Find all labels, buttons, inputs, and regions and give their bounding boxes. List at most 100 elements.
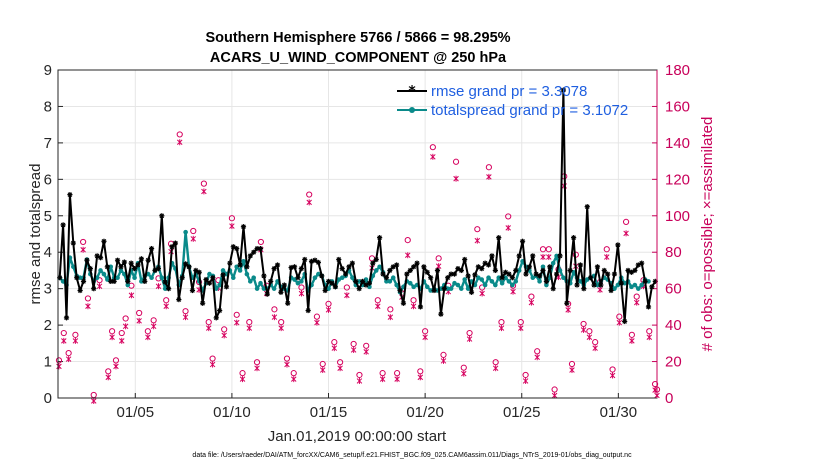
rmse-point-stroke	[118, 264, 124, 270]
obs-assimilated-marker	[176, 139, 183, 146]
totalspread-point	[162, 286, 168, 291]
rmse-point	[458, 267, 464, 274]
obs-assimilated-marker	[466, 336, 473, 343]
rmse-point-stroke	[278, 289, 284, 295]
rmse-point	[104, 264, 110, 270]
rmse-point	[472, 272, 478, 278]
totalspread-point	[258, 280, 263, 286]
obs-assimilated-marker	[190, 235, 197, 242]
totalspread-point	[237, 268, 243, 273]
obs-possible-marker	[257, 238, 264, 246]
legend-rmse-label: rmse grand pr = 3.3078	[431, 83, 587, 100]
totalspread-point	[220, 268, 226, 273]
rmse-point	[244, 264, 250, 270]
rmse-point-stroke	[574, 282, 580, 288]
obs-assimilated-marker	[492, 365, 499, 372]
rmse-point	[125, 278, 131, 284]
rmse-point-stroke	[159, 213, 165, 219]
obs-possible-marker	[200, 180, 207, 187]
x-tick-label: 01/25	[503, 404, 541, 421]
obs-assimilated-marker	[72, 337, 79, 344]
rmse-point-stroke	[557, 253, 563, 259]
totalspread-point	[183, 229, 188, 235]
rmse-point	[564, 300, 570, 306]
rmse-point-stroke	[622, 319, 627, 324]
rmse-point-stroke	[179, 275, 185, 281]
rmse-point	[380, 271, 386, 277]
obs-possible-marker	[306, 191, 313, 198]
rmse-point-stroke	[421, 264, 427, 270]
obs-possible-marker	[616, 313, 623, 320]
totalspread-point	[149, 275, 154, 281]
totalspread-point	[516, 268, 522, 273]
rmse-point	[605, 271, 611, 277]
obs-possible-marker	[517, 319, 524, 326]
totalspread-point	[557, 268, 563, 273]
rmse-point-stroke	[244, 264, 250, 270]
totalspread-point	[465, 286, 471, 291]
rmse-point-stroke	[527, 264, 532, 270]
obs-possible-marker	[586, 328, 593, 335]
rmse-point	[200, 300, 206, 306]
rmse-point	[278, 289, 284, 295]
rmse-point-stroke	[224, 284, 229, 290]
rmse-point-stroke	[465, 273, 471, 279]
rmse-point-stroke	[77, 288, 83, 293]
obs-assimilated-marker	[569, 367, 575, 374]
rmse-point-stroke	[356, 286, 362, 291]
obs-assimilated-marker	[540, 254, 546, 261]
rmse-point	[302, 256, 308, 263]
rmse-point	[70, 240, 76, 246]
y-tick-label: 4	[44, 244, 52, 261]
totalspread-point	[254, 286, 260, 291]
rmse-point	[547, 264, 553, 270]
obs-assimilated-marker	[284, 361, 290, 368]
totalspread-point	[411, 284, 416, 290]
rmse-point	[632, 267, 638, 274]
rmse-point-stroke	[455, 266, 461, 271]
rmse-point	[210, 275, 216, 281]
obs-possible-marker	[118, 329, 125, 337]
rmse-point	[526, 264, 532, 270]
rmse-point-stroke	[418, 304, 423, 310]
rmse-point	[285, 300, 291, 306]
obs-assimilated-marker	[90, 398, 97, 404]
rmse-point	[206, 280, 213, 286]
totalspread-point	[486, 275, 491, 281]
totalspread-point	[234, 264, 239, 270]
totalspread-point	[540, 264, 546, 270]
rmse-point-stroke	[510, 275, 515, 281]
rmse-point-stroke	[380, 271, 386, 277]
right-y-tick-label: 80	[665, 244, 682, 261]
rmse-point	[118, 264, 124, 270]
rmse-point	[332, 284, 338, 290]
totalspread-point	[326, 286, 331, 291]
obs-assimilated-marker	[404, 252, 411, 259]
rmse-point	[618, 280, 624, 286]
obs-possible-marker	[505, 213, 512, 220]
rmse-point-stroke	[183, 261, 188, 267]
rmse-point	[441, 286, 447, 292]
obs-assimilated-marker	[534, 354, 540, 361]
obs-assimilated-marker	[229, 223, 235, 230]
rmse-point	[513, 267, 519, 274]
obs-possible-marker	[479, 284, 486, 291]
rmse-point-stroke	[544, 279, 549, 284]
rmse-point	[574, 282, 580, 288]
rmse-point	[485, 262, 492, 268]
obs-possible-marker	[65, 349, 72, 357]
totalspread-point	[482, 282, 488, 288]
rmse-point-stroke	[554, 271, 559, 277]
rmse-point	[312, 257, 318, 263]
rmse-point-stroke	[516, 253, 522, 259]
rmse-point	[550, 286, 556, 292]
legend-spread-label: totalspread grand pr = 3.1072	[431, 102, 628, 119]
obs-assimilated-marker	[479, 290, 485, 297]
rmse-point-stroke	[462, 257, 468, 262]
obs-assimilated-marker	[96, 283, 103, 290]
rmse-point-stroke	[149, 246, 154, 251]
obs-assimilated-marker	[278, 325, 284, 332]
totalspread-point	[506, 279, 512, 284]
rmse-point-stroke	[193, 268, 199, 273]
obs-assimilated-marker	[586, 334, 593, 341]
